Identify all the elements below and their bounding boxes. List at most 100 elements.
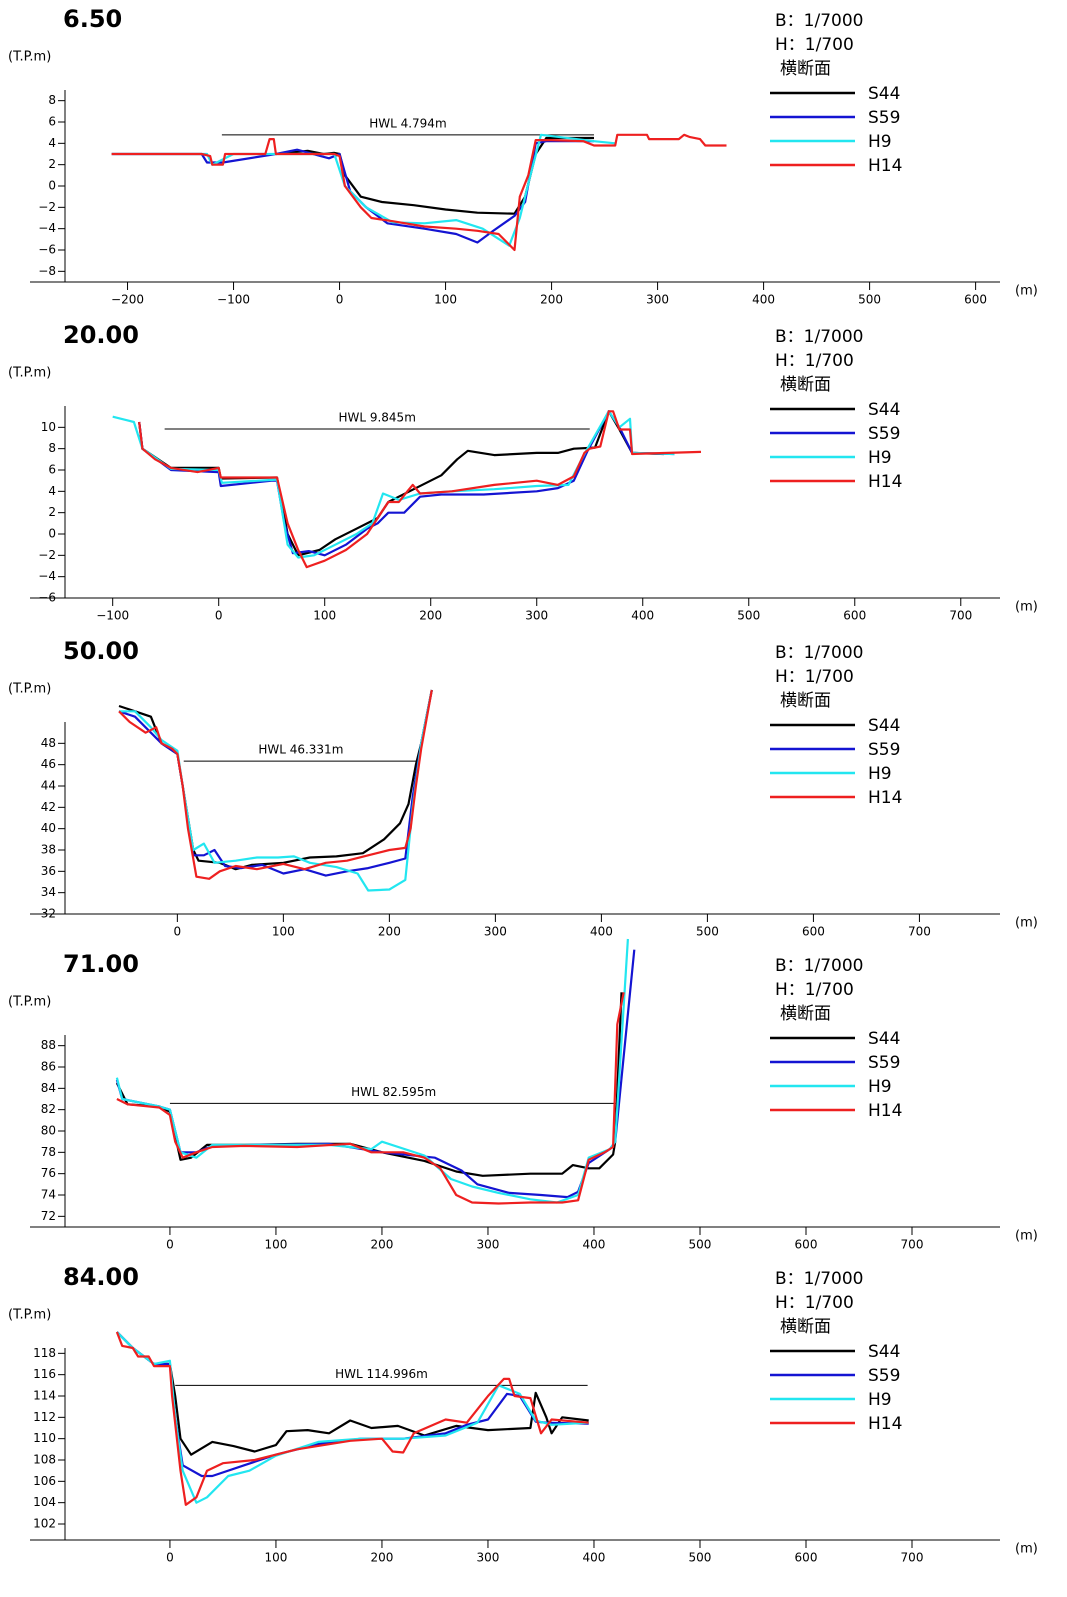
series-line (116, 1331, 589, 1504)
legend-label: H9 (868, 764, 892, 784)
x-axis-label: (m) (1015, 284, 1038, 299)
y-tick-label: 32 (41, 907, 56, 921)
y-tick-label: 10 (41, 420, 56, 434)
x-tick-label: −100 (217, 293, 250, 307)
section-label: 横断面 (780, 691, 831, 711)
x-tick-label: 100 (264, 1238, 287, 1252)
x-tick-label: 0 (166, 1551, 174, 1565)
x-tick-label: 700 (901, 1551, 924, 1565)
legend-label: H14 (868, 1101, 902, 1121)
legend-label: H14 (868, 156, 902, 176)
y-tick-label: 8 (48, 93, 56, 107)
y-tick-label: 76 (41, 1166, 56, 1180)
x-tick-label: 200 (371, 1238, 394, 1252)
y-tick-label: 2 (48, 505, 56, 519)
x-tick-label: 700 (949, 609, 972, 623)
series-line (116, 1331, 589, 1456)
x-tick-label: 600 (795, 1551, 818, 1565)
x-axis-label: (m) (1015, 1229, 1038, 1244)
scale-b: B：1/7000 (775, 1269, 863, 1289)
hwl-label: HWL 46.331m (258, 743, 343, 757)
x-tick-label: 300 (484, 925, 507, 939)
x-tick-label: 0 (336, 293, 344, 307)
y-axis-label: (T.P.m) (8, 682, 51, 697)
y-tick-label: 6 (48, 115, 56, 129)
x-tick-label: 600 (795, 1238, 818, 1252)
series-line (118, 689, 433, 880)
scale-b: B：1/7000 (775, 643, 863, 663)
y-tick-label: −2 (38, 548, 56, 562)
chart-title: 71.00 (63, 950, 139, 978)
y-tick-label: −8 (38, 264, 56, 278)
series-line (118, 689, 433, 877)
legend-label: S59 (868, 1366, 900, 1386)
y-tick-label: 4 (48, 484, 56, 498)
series-line (138, 410, 664, 557)
legend-label: H9 (868, 448, 892, 468)
legend-label: S44 (868, 716, 900, 736)
x-tick-label: 500 (737, 609, 760, 623)
x-tick-label: 600 (964, 293, 987, 307)
series-line (115, 1331, 589, 1506)
scale-b: B：1/7000 (775, 327, 863, 347)
y-tick-label: 80 (41, 1124, 56, 1138)
legend-label: H14 (868, 788, 902, 808)
x-tick-label: 400 (583, 1238, 606, 1252)
y-tick-label: −4 (38, 569, 56, 583)
series-line (112, 410, 675, 559)
x-tick-label: 0 (174, 925, 182, 939)
y-tick-label: 44 (41, 779, 56, 793)
x-tick-label: 200 (378, 925, 401, 939)
legend-label: S44 (868, 1342, 900, 1362)
scale-h: H：1/700 (775, 351, 854, 371)
legend-label: H9 (868, 132, 892, 152)
y-tick-label: 106 (33, 1474, 56, 1488)
x-tick-label: 100 (264, 1551, 287, 1565)
y-tick-label: 84 (41, 1081, 56, 1095)
scale-h: H：1/700 (775, 980, 854, 1000)
section-label: 横断面 (780, 375, 831, 395)
x-tick-label: 400 (752, 293, 775, 307)
y-tick-label: 78 (41, 1145, 56, 1159)
x-tick-label: 300 (525, 609, 548, 623)
y-axis-label: (T.P.m) (8, 995, 51, 1010)
x-tick-label: 400 (590, 925, 613, 939)
y-tick-label: 38 (41, 843, 56, 857)
chart-title: 6.50 (63, 5, 122, 33)
x-axis-label: (m) (1015, 916, 1038, 931)
y-tick-label: −6 (38, 591, 56, 605)
series-line (115, 949, 636, 1199)
y-tick-label: 74 (41, 1188, 56, 1202)
series-line (138, 410, 702, 569)
y-tick-label: 2 (48, 157, 56, 171)
y-tick-label: −6 (38, 243, 56, 257)
scale-h: H：1/700 (775, 667, 854, 687)
y-tick-label: 0 (48, 527, 56, 541)
chart-title: 84.00 (63, 1263, 139, 1291)
section-label: 横断面 (780, 1317, 831, 1337)
x-tick-label: 600 (843, 609, 866, 623)
y-tick-label: 112 (33, 1410, 56, 1424)
y-tick-label: 6 (48, 463, 56, 477)
y-tick-label: 88 (41, 1038, 56, 1052)
x-tick-label: −100 (96, 609, 129, 623)
x-tick-label: 600 (802, 925, 825, 939)
scale-b: B：1/7000 (775, 11, 863, 31)
y-tick-label: 42 (41, 800, 56, 814)
hwl-label: HWL 114.996m (335, 1367, 428, 1381)
scale-b: B：1/7000 (775, 956, 863, 976)
legend-label: H14 (868, 472, 902, 492)
x-tick-label: −200 (111, 293, 144, 307)
x-axis-label: (m) (1015, 600, 1038, 615)
y-tick-label: 114 (33, 1389, 56, 1403)
series-line (115, 938, 629, 1204)
x-tick-label: 500 (696, 925, 719, 939)
y-axis-label: (T.P.m) (8, 366, 51, 381)
y-tick-label: 102 (33, 1517, 56, 1531)
x-tick-label: 300 (646, 293, 669, 307)
y-tick-label: 110 (33, 1431, 56, 1445)
series-line (138, 410, 675, 557)
y-tick-label: 0 (48, 179, 56, 193)
hwl-label: HWL 82.595m (351, 1085, 436, 1099)
legend-label: S59 (868, 740, 900, 760)
